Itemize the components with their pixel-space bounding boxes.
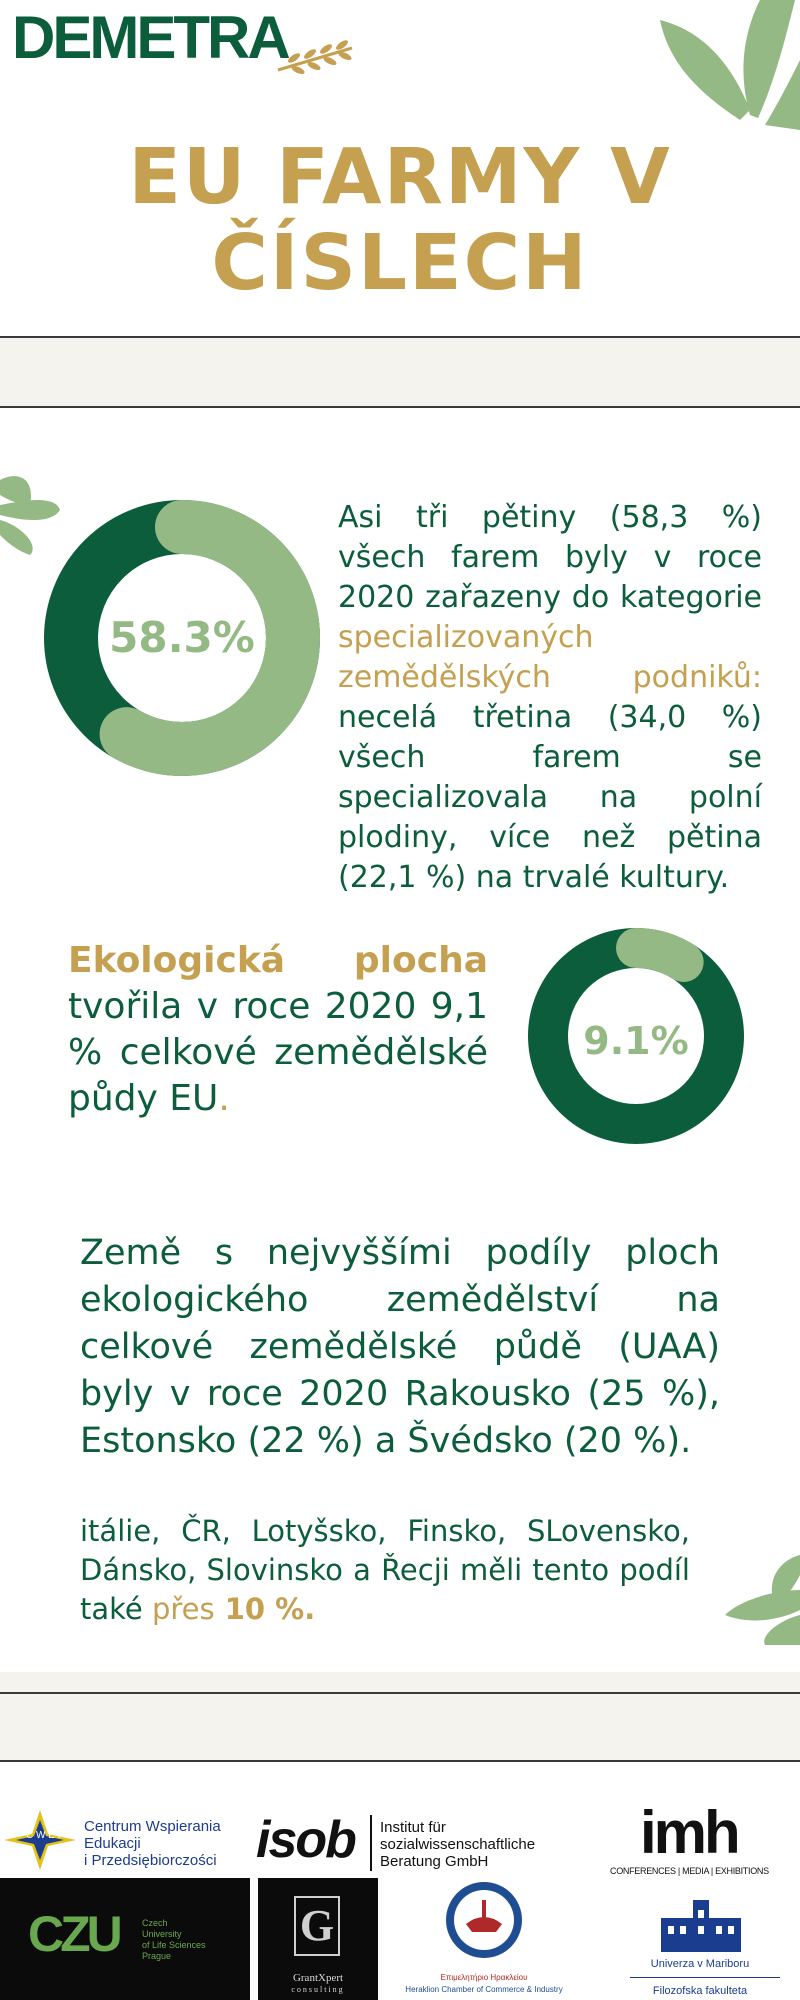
maribor-faculty: Filozofska fakulteta (652, 1985, 748, 1997)
page-title: EU FARMY V ČÍSLECH (128, 133, 672, 308)
partner-text: Επιμελητήριο Ηρακλείου (440, 1973, 528, 1982)
grantxpert-mark: G (294, 1896, 340, 1956)
highlight-text: přes (151, 1592, 215, 1626)
paragraph-other-countries: itálie, ČR, Lotyšsko, Finsko, SLovensko,… (80, 1512, 690, 1629)
partner-text: Edukacji (84, 1835, 141, 1852)
paragraph-text: necelá třetina (34,0 %) všech farem se s… (338, 700, 762, 895)
grantxpert-name: GrantXpert consulting (258, 1972, 378, 1996)
paragraph-text: Asi tři pětiny (58,3 %) všech farem byly… (338, 500, 762, 615)
highlight-text: specializovaných zemědělských podniků: (338, 620, 762, 695)
partner-text: i Przedsiębiorczości (84, 1852, 217, 1869)
donut-arc-specialized (44, 500, 320, 776)
isob-name: Institut für sozialwissenschaftliche Ber… (380, 1819, 535, 1870)
divider-band (0, 1694, 800, 1760)
donut-value-label: 9.1% (583, 1019, 689, 1063)
cwep-logo: C W E P (4, 1810, 76, 1870)
heraklion-chamber-logo (446, 1882, 522, 1958)
divider-band (0, 338, 800, 406)
highlight-text: Ekologická plocha (68, 940, 488, 981)
highlight-text: 10 %. (214, 1592, 316, 1626)
divider-band (0, 1672, 800, 1692)
paragraph-text: itálie, ČR, Lotyšsko, Finsko, SLovensko,… (80, 1514, 690, 1626)
maribor-name: Univerza v Mariboru (650, 1958, 750, 1970)
partner-text: Centrum Wspierania (84, 1818, 221, 1835)
divider (0, 1760, 800, 1762)
demetra-logo: DEMETRA (12, 4, 291, 71)
isob-logo: isob (256, 1811, 357, 1869)
cwep-name: Centrum Wspierania Edukacji i Przedsiębi… (84, 1818, 221, 1869)
partner-text: Czech (142, 1918, 168, 1928)
stat-paragraph-organic: Ekologická plocha tvořila v roce 2020 9,… (68, 938, 488, 1122)
wheat-icon (277, 40, 353, 75)
leaf-decoration-icon (660, 0, 800, 130)
cwep-monogram: C W E P (26, 1830, 65, 1841)
czu-name: Czech University of Life Sciences Prague (142, 1918, 206, 1962)
partner-text: GrantXpert (292, 1972, 344, 1984)
leaf-decoration-icon (0, 476, 60, 555)
czu-wordmark: CZU (28, 1906, 123, 1962)
czu-logo (0, 1878, 250, 2000)
highlight-text: . (218, 1078, 230, 1119)
stat-paragraph-specialized: Asi tři pětiny (58,3 %) všech farem byly… (338, 498, 762, 898)
partner-text: University (142, 1929, 182, 1939)
donut-chart-farms (44, 500, 320, 776)
partner-text: Prague (142, 1951, 172, 1961)
imh-logo: imh (640, 1799, 741, 1866)
paragraph-top-countries: Země s nejvyššími podíly ploch ekologick… (80, 1233, 720, 1461)
grantxpert-logo (258, 1878, 378, 2000)
maribor-university-logo (661, 1900, 741, 1952)
partner-text: Beratung GmbH (380, 1853, 489, 1870)
paragraph-text: tvořila v roce 2020 9,1 % celkové zemědě… (68, 986, 488, 1119)
divider (630, 1977, 780, 1978)
partner-text: Institut für (380, 1819, 446, 1836)
donut-chart-organic (528, 928, 744, 1144)
partner-text: Heraklion Chamber of Commerce & Industry (405, 1985, 563, 1994)
partner-text: of Life Sciences (142, 1940, 206, 1950)
partner-text: consulting (291, 1985, 345, 1994)
heraklion-name: Επιμελητήριο Ηρακλείου Heraklion Chamber… (384, 1972, 584, 1996)
divider (0, 336, 800, 338)
divider (370, 1815, 372, 1871)
divider (0, 406, 800, 408)
leaf-decoration-icon (725, 1555, 800, 1645)
donut-value-label: 58.3% (109, 613, 255, 662)
divider (0, 1692, 800, 1694)
imh-subtitle: CONFERENCES | MEDIA | EXHIBITIONS (610, 1866, 769, 1876)
donut-arc-organic (528, 928, 744, 1144)
partner-text: sozialwissenschaftliche (380, 1836, 536, 1853)
